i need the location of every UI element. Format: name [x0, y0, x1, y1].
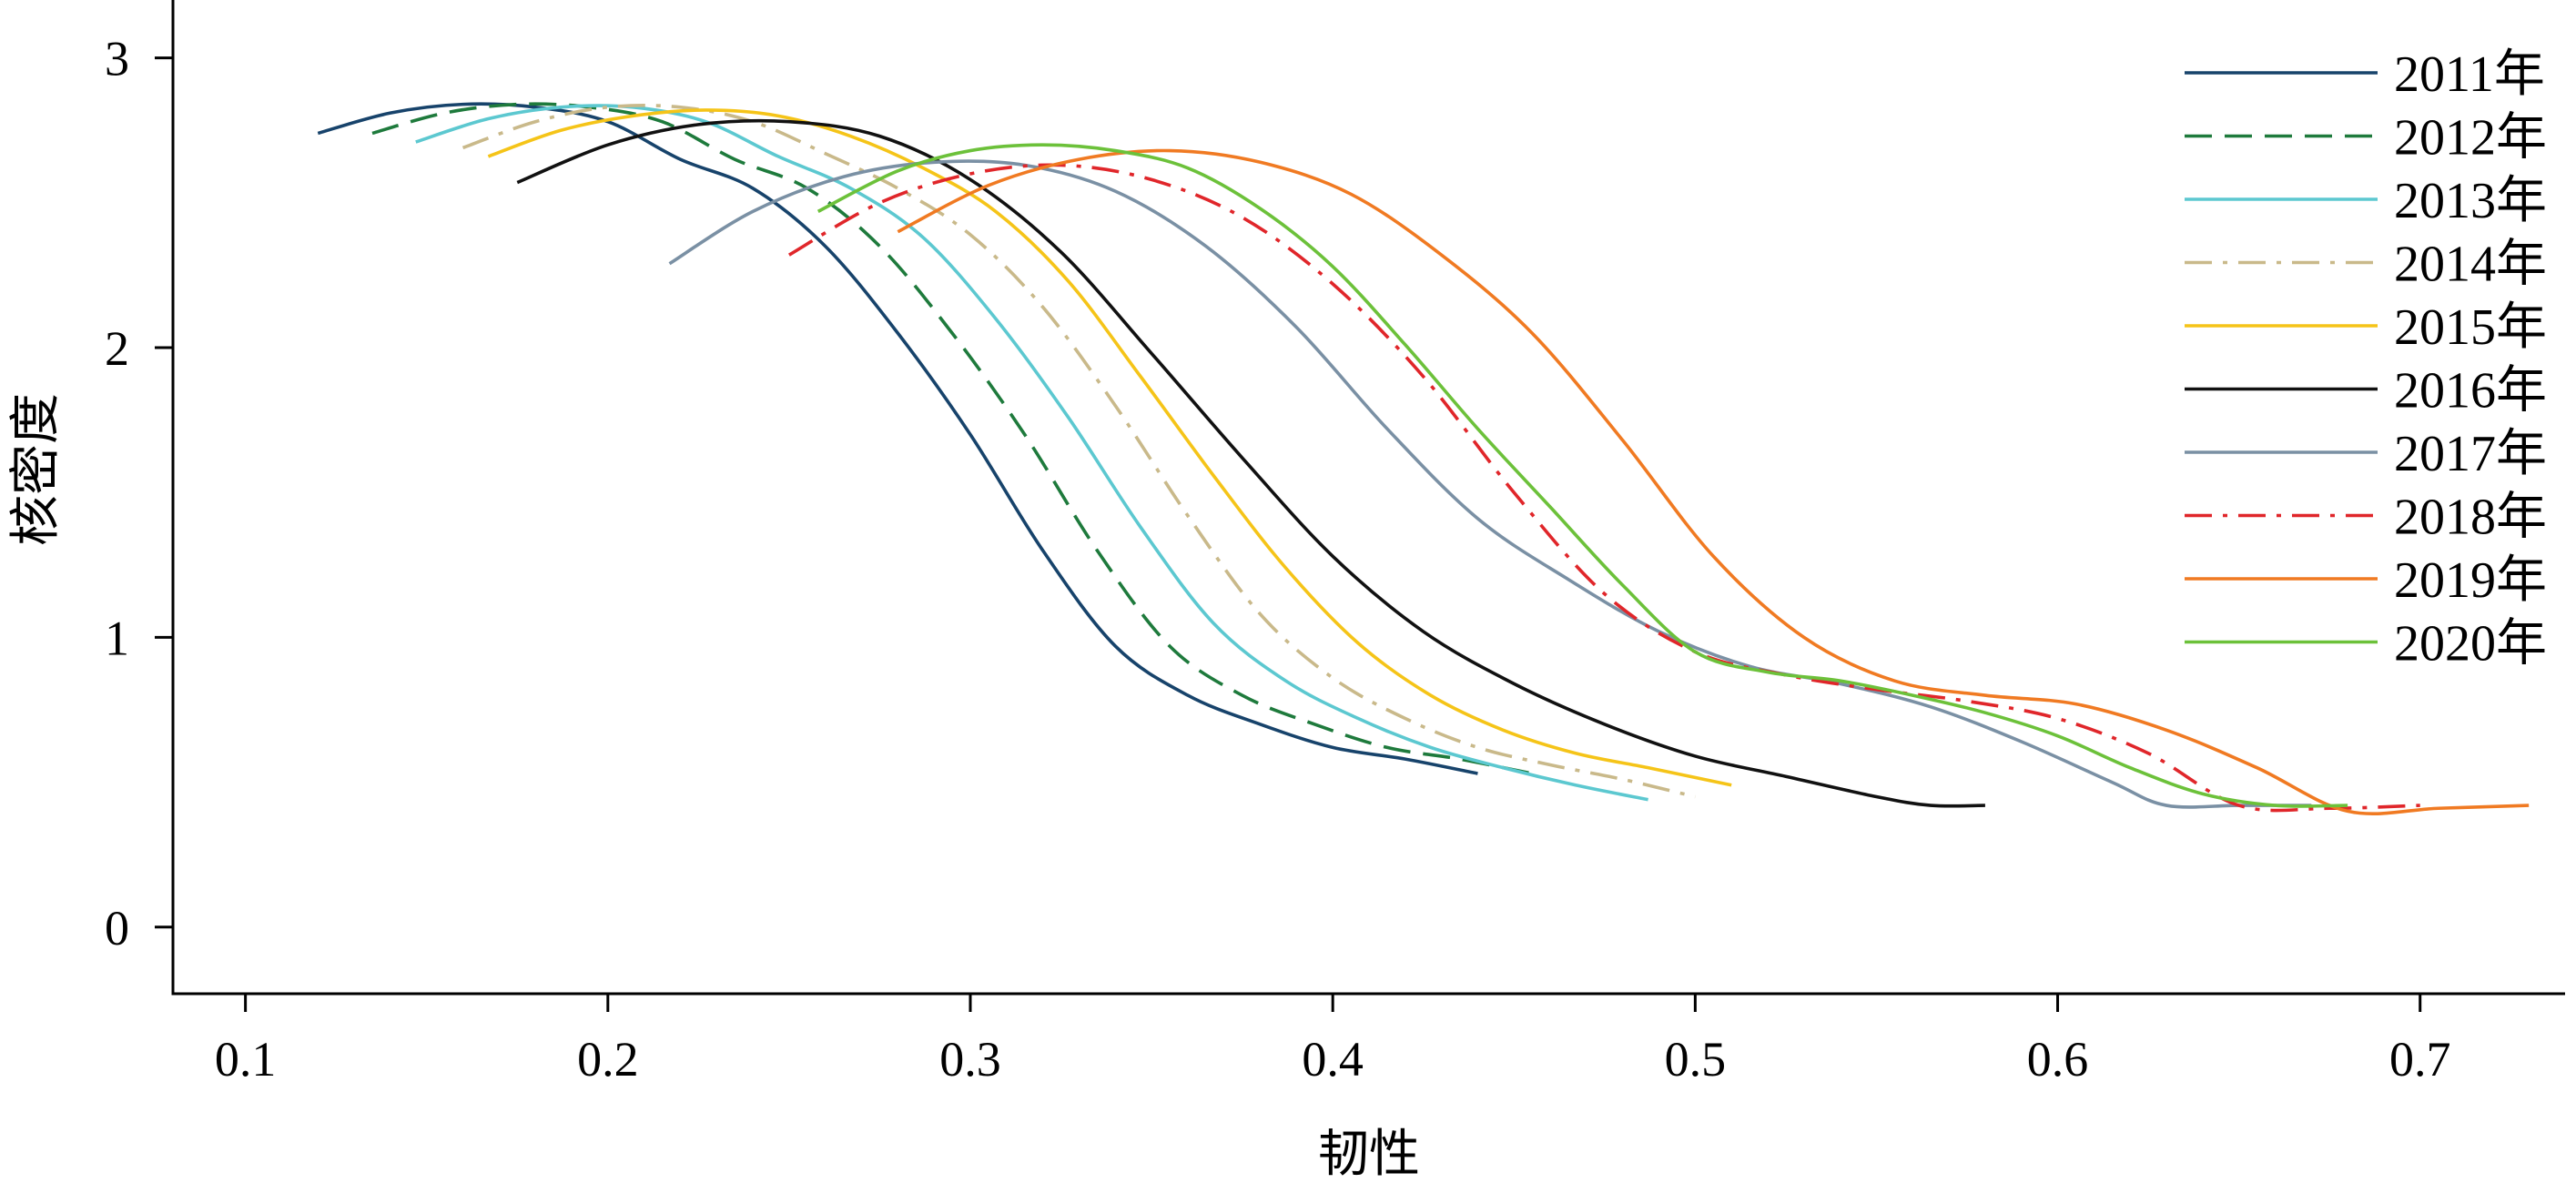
- x-tick-label: 0.6: [2027, 1032, 2089, 1087]
- series-line: [317, 102, 1478, 775]
- y-axis-title: 核密度: [6, 393, 66, 546]
- series-line: [415, 104, 1648, 802]
- series-line: [816, 143, 2348, 808]
- y-tick-label: 1: [105, 611, 129, 665]
- series-line: [668, 159, 2312, 809]
- x-axis-title: 韧性: [1318, 1125, 1420, 1183]
- legend-label: 2011年: [2394, 46, 2545, 103]
- legend-label: 2018年: [2394, 490, 2547, 546]
- legend-label: 2014年: [2394, 237, 2547, 293]
- legend-label: 2016年: [2394, 363, 2547, 420]
- x-tick-label: 0.4: [1302, 1032, 1364, 1087]
- series-line: [897, 148, 2530, 816]
- series-line: [487, 108, 1732, 787]
- legend-label: 2013年: [2394, 173, 2547, 229]
- x-tick-label: 0.7: [2389, 1032, 2451, 1087]
- x-tick-label: 0.5: [1665, 1032, 1727, 1087]
- y-tick-label: 2: [105, 321, 129, 376]
- x-tick-label: 0.3: [939, 1032, 1001, 1087]
- axes: [171, 0, 2565, 996]
- series-line: [461, 104, 1696, 799]
- series-line: [788, 163, 2420, 813]
- x-tick-label: 0.2: [577, 1032, 639, 1087]
- axis-frame: [171, 0, 2565, 996]
- series-lines: [317, 102, 2530, 816]
- legend-label: 2012年: [2394, 110, 2547, 167]
- y-axis-ticks: 0 1 2 3: [105, 32, 173, 956]
- legend: 2011年 2012年 2013年 2014年 2015年 2016年 2017年 2018年…: [2185, 46, 2547, 672]
- legend-label: 2019年: [2394, 552, 2547, 609]
- x-axis-ticks: 0.1 0.2 0.3 0.4 0.5 0.6 0.7: [215, 994, 2451, 1087]
- legend-label: 2017年: [2394, 426, 2547, 482]
- x-tick-label: 0.1: [215, 1032, 277, 1087]
- y-tick-label: 3: [105, 32, 129, 86]
- legend-label: 2015年: [2394, 299, 2547, 356]
- series-line: [516, 118, 1985, 808]
- legend-label: 2020年: [2394, 616, 2547, 672]
- y-tick-label: 0: [105, 901, 129, 956]
